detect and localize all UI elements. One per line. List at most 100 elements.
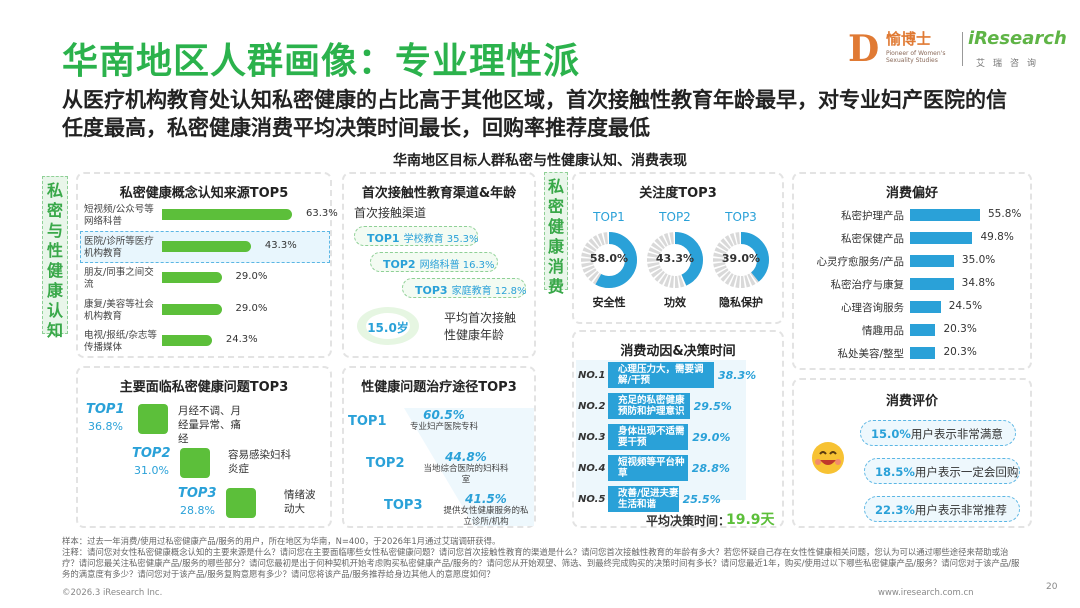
evaluation-row: 15.0%用户表示非常满意 bbox=[860, 420, 1016, 446]
chart-heading: 华南地区目标人群私密与性健康认知、消费表现 bbox=[393, 153, 687, 169]
evaluation-value: 18.5% bbox=[875, 465, 915, 479]
donut-value: 39.0% bbox=[721, 252, 761, 265]
problem-rank: TOP1 bbox=[86, 402, 125, 417]
logo-group: D 愉博士 Pioneer of Women's Sexuality Studi… bbox=[848, 24, 1067, 74]
problem-value: 31.0% bbox=[134, 464, 169, 477]
notes: 样本：过去一年消费/使用过私密健康产品/服务的用户，所在地区为华南，N=400，… bbox=[62, 536, 1022, 580]
motive-value: 29.0% bbox=[692, 431, 731, 444]
channel-row: TOP1 学校教育 35.3% bbox=[354, 226, 479, 246]
motive-value: 29.5% bbox=[693, 400, 732, 413]
preference-bar bbox=[910, 278, 954, 290]
preference-label: 私密保健产品 bbox=[841, 233, 904, 245]
panel-subtitle: 首次接触渠道 bbox=[354, 206, 427, 220]
footer-copyright: ©2026.3 iResearch Inc. bbox=[62, 588, 163, 598]
treatment-funnel bbox=[404, 408, 534, 526]
panel-title: 性健康问题治疗途径TOP3 bbox=[361, 380, 517, 395]
avg-decision-value: 19.9天 bbox=[726, 512, 775, 528]
motive-rank: NO.1 bbox=[578, 370, 606, 381]
panel-problems: 主要面临私密健康问题TOP3 TOP1 36.8% 月经不调、月经量异常、痛经 TOP… bbox=[76, 366, 332, 528]
treatment-label: 当地综合医院的妇科科室 bbox=[423, 464, 509, 485]
motive-value: 25.5% bbox=[682, 493, 721, 506]
motive-bar: 短视频等平台种草 bbox=[608, 455, 688, 481]
preference-value: 55.8% bbox=[988, 208, 1022, 220]
yubo-logo: D 愉博士 Pioneer of Women's Sexuality Studi… bbox=[848, 24, 960, 72]
yubo-logo-en: Pioneer of Women's Sexuality Studies bbox=[886, 50, 946, 64]
bar-category-label: 朋友/同事之间交流 bbox=[84, 267, 154, 290]
evaluation-value: 15.0% bbox=[871, 427, 911, 441]
donut-slice bbox=[713, 232, 769, 288]
preference-value: 24.5% bbox=[948, 300, 983, 312]
problem-rank: TOP2 bbox=[132, 446, 171, 461]
problem-value: 28.8% bbox=[180, 504, 215, 517]
donut-slice bbox=[647, 232, 703, 288]
donut-category: 功效 bbox=[664, 296, 686, 309]
bar-value-label: 63.3% bbox=[306, 208, 338, 219]
channel-row: TOP3 家庭教育 12.8% bbox=[402, 278, 527, 298]
treatment-value: 60.5% bbox=[423, 408, 465, 422]
panel-preference: 消费偏好 私密护理产品 55.8% 私密保健产品 49.8% 心灵疗愈服务/产品 35.0… bbox=[792, 172, 1032, 370]
footer-website: www.iresearch.com.cn bbox=[878, 588, 974, 598]
treatment-rank: TOP2 bbox=[366, 456, 405, 471]
panel-evaluation: 消费评价 15.0%用户表示非常满意 18.5%用户表示一定会回购 22.3%用户表… bbox=[792, 378, 1032, 528]
treatment-rank: TOP1 bbox=[348, 414, 387, 429]
preference-value: 35.0% bbox=[961, 254, 996, 266]
bar-value-label: 43.3% bbox=[264, 239, 297, 251]
bar-value-label: 29.0% bbox=[235, 271, 268, 282]
preference-bar bbox=[910, 347, 936, 359]
treatment-value: 44.8% bbox=[445, 450, 487, 464]
bar-category-label: 医院/诊所等医疗机构教育 bbox=[84, 235, 154, 259]
side-tab-consumption-text: 私 密 健 康 消 费 bbox=[547, 177, 564, 296]
channel-rank: TOP3 bbox=[415, 284, 448, 297]
motive-bar: 心理压力大，需要调解/干预 bbox=[608, 362, 714, 388]
donut-category: 安全性 bbox=[592, 296, 626, 309]
evaluation-label: 用户表示非常推荐 bbox=[914, 503, 1007, 517]
evaluation-label: 用户表示一定会回购 bbox=[914, 465, 1019, 479]
channel-name: 网络科普 bbox=[419, 260, 463, 271]
person-pain-icon bbox=[138, 404, 168, 434]
panel-title: 私密健康概念认知来源TOP5 bbox=[119, 186, 289, 201]
problem-rank: TOP3 bbox=[178, 486, 217, 501]
channel-value: 35.3% bbox=[446, 234, 479, 245]
yubo-logo-mark-icon: D bbox=[848, 28, 880, 70]
bar-category-label: 电视/报纸/杂志等传播媒体 bbox=[84, 330, 157, 353]
iresearch-logo-cn: 艾瑞咨询 bbox=[976, 59, 1045, 69]
motive-rank: NO.5 bbox=[578, 494, 606, 505]
side-tab-consumption: 私 密 健 康 消 费 bbox=[544, 172, 568, 296]
problem-label: 情绪波动大 bbox=[284, 489, 316, 515]
problem-label: 月经不调、月经量异常、痛经 bbox=[178, 405, 241, 445]
channel-value: 12.8% bbox=[494, 286, 527, 297]
panel-attention: 关注度TOP3 TOP1 58.0% 安全性 TOP2 43.3% 功效 TOP3 39.0%… bbox=[572, 172, 784, 324]
avg-decision-label: 平均决策时间： bbox=[646, 514, 731, 528]
motive-rank: NO.3 bbox=[578, 432, 606, 443]
treatment-rank: TOP3 bbox=[384, 498, 423, 513]
evaluation-value: 22.3% bbox=[875, 503, 915, 517]
treatment-value: 41.5% bbox=[465, 492, 507, 506]
avg-age-label: 平均首次接触性健康年龄 bbox=[444, 311, 517, 342]
page-number: 20 bbox=[1046, 582, 1058, 592]
donut-slice bbox=[581, 232, 637, 288]
bar-value-label: 29.0% bbox=[235, 302, 268, 314]
donut-charts bbox=[581, 232, 769, 288]
panel-title: 消费评价 bbox=[885, 394, 938, 409]
preference-value: 20.3% bbox=[943, 323, 977, 335]
panel-motives: 消费动因&决策时间 NO.1 心理压力大，需要调解/干预 38.3% NO.2 充足的私… bbox=[572, 330, 784, 528]
preference-label: 私密治疗与康复 bbox=[830, 279, 905, 291]
donut-value: 43.3% bbox=[655, 252, 695, 265]
preference-bar bbox=[910, 232, 973, 244]
bar bbox=[162, 240, 251, 252]
channel-name: 学校教育 bbox=[403, 234, 447, 245]
avg-age-badge bbox=[357, 307, 419, 345]
channel-rank: TOP1 bbox=[367, 232, 400, 245]
panel-awareness-source: 私密健康概念认知来源TOP5 短视频/公众号等网络科普 63.3% 医院/诊所等医疗… bbox=[76, 172, 338, 358]
treatment-label: 专业妇产医院专科 bbox=[409, 422, 478, 432]
note-questions: 注释：请问您对女性私密健康概念认知的主要来源是什么？请问您在主要面临哪些女性私密… bbox=[62, 547, 1020, 579]
motive-bar: 改善/促进夫妻生活和谐 bbox=[608, 486, 679, 512]
bar bbox=[162, 272, 222, 283]
preference-bar bbox=[910, 324, 936, 336]
channel-name: 家庭教育 bbox=[451, 286, 495, 297]
sad-face-icon bbox=[226, 488, 256, 518]
problem-value: 36.8% bbox=[88, 420, 123, 433]
panel-title: 首次接触性教育渠道&年龄 bbox=[361, 186, 517, 201]
bar-value-label: 24.3% bbox=[225, 334, 258, 345]
side-tab-cognition: 私 密 与 性 健 康 认 知 bbox=[42, 176, 68, 340]
